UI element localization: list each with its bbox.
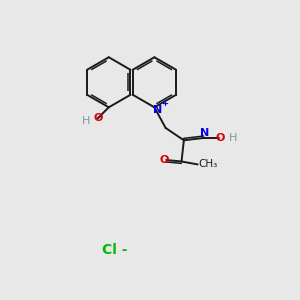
Text: O: O — [94, 112, 103, 123]
Text: Cl -: Cl - — [102, 243, 128, 257]
Text: +: + — [161, 99, 169, 108]
Text: H: H — [229, 133, 238, 143]
Text: O: O — [216, 133, 225, 143]
Text: H: H — [82, 116, 91, 126]
Text: N: N — [153, 105, 162, 115]
Text: CH₃: CH₃ — [199, 159, 218, 170]
Text: N: N — [200, 128, 209, 138]
Text: O: O — [159, 155, 169, 165]
